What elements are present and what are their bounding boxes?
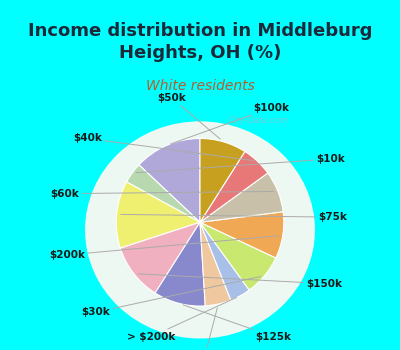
- Wedge shape: [200, 152, 268, 222]
- Wedge shape: [200, 222, 276, 290]
- Ellipse shape: [85, 121, 315, 338]
- Wedge shape: [155, 222, 205, 306]
- Text: > $200k: > $200k: [127, 298, 236, 342]
- Wedge shape: [116, 182, 200, 248]
- Wedge shape: [200, 222, 231, 306]
- Text: $100k: $100k: [171, 103, 290, 144]
- Text: $75k: $75k: [121, 212, 347, 222]
- Wedge shape: [139, 139, 200, 222]
- Text: $10k: $10k: [136, 154, 345, 173]
- Wedge shape: [200, 222, 249, 300]
- Text: $50k: $50k: [157, 92, 220, 139]
- Text: $60k: $60k: [51, 189, 274, 199]
- Wedge shape: [200, 173, 283, 222]
- Text: $125k: $125k: [183, 305, 292, 342]
- Wedge shape: [126, 165, 200, 222]
- Text: $150k: $150k: [138, 274, 343, 288]
- Text: $30k: $30k: [81, 276, 260, 317]
- Text: $200k: $200k: [49, 236, 279, 260]
- Wedge shape: [120, 222, 200, 293]
- Wedge shape: [200, 212, 284, 258]
- Text: White residents: White residents: [146, 79, 254, 93]
- Wedge shape: [200, 139, 245, 222]
- Text: $40k: $40k: [73, 133, 253, 161]
- Text: City-Data.com: City-Data.com: [229, 116, 289, 125]
- Text: $20k: $20k: [191, 308, 220, 350]
- Text: Income distribution in Middleburg
Heights, OH (%): Income distribution in Middleburg Height…: [28, 22, 372, 62]
